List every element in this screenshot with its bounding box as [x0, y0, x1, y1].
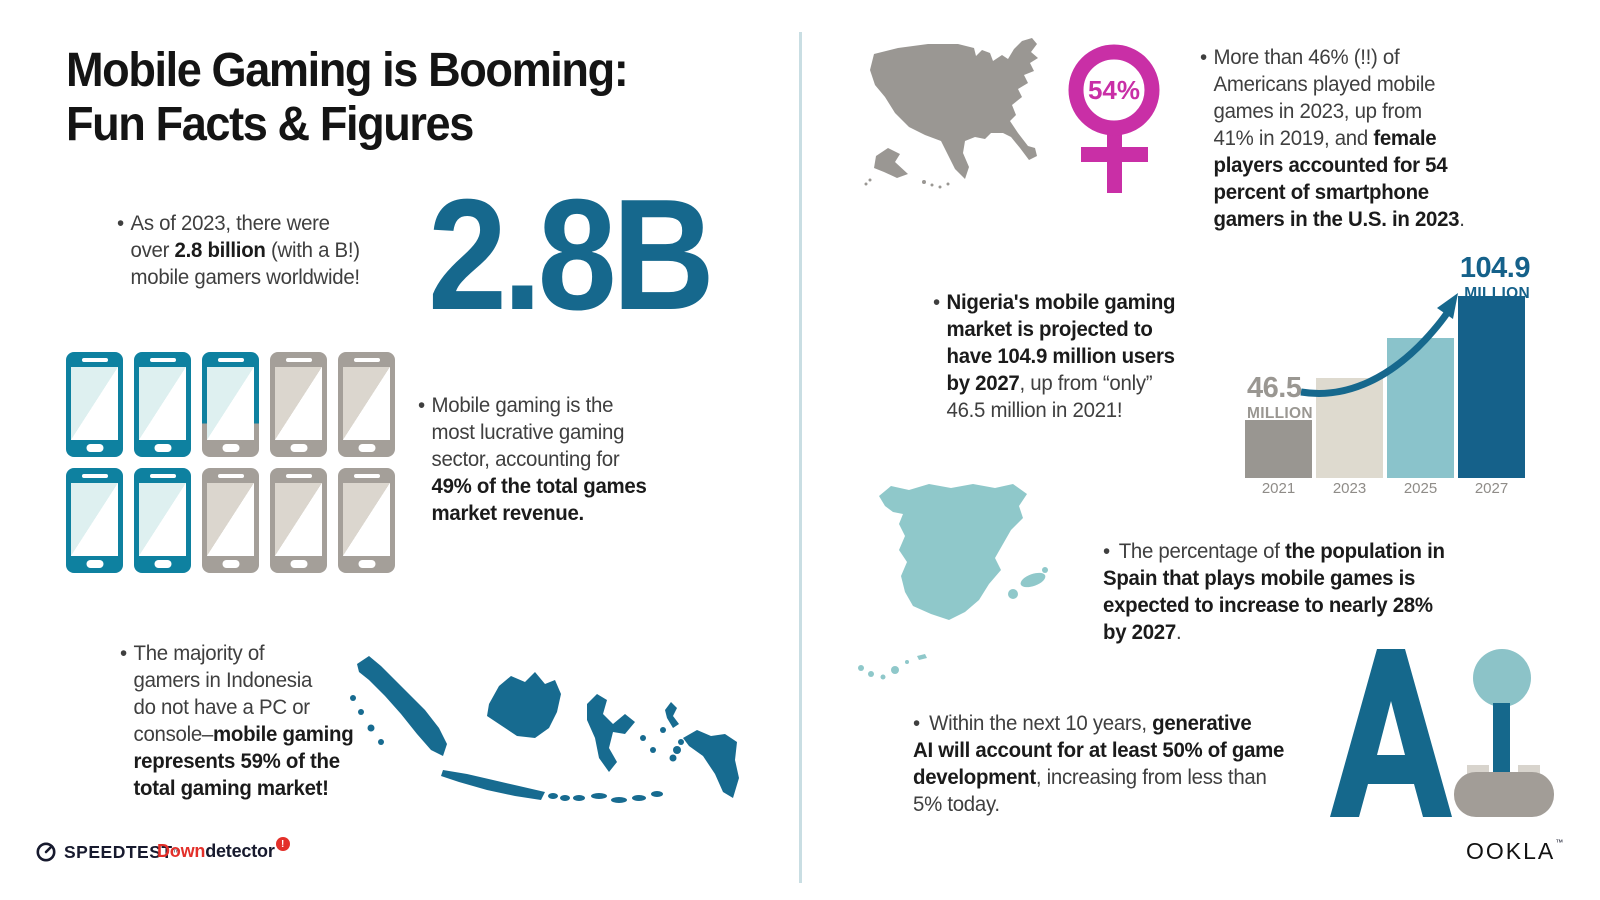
ai-joystick-graphic: [1330, 649, 1554, 817]
phone-icon: [202, 468, 259, 573]
downdetector-exclamation-badge: !: [275, 837, 290, 851]
year-tick: 2025: [1403, 480, 1438, 497]
speedtest-gauge-icon: [36, 842, 56, 862]
downdetector-word-down: Down: [157, 841, 206, 861]
chart-year-axis: 2021 2023 2025 2027: [1245, 480, 1530, 497]
bullet-icon: •: [1200, 45, 1207, 69]
phone-grid: [66, 352, 395, 573]
bar-2027: [1458, 296, 1525, 478]
nigeria-users-chart: 46.5 MILLION 104.9 MILLION 2021 2023 202…: [1245, 252, 1531, 498]
speedtest-logo: SPEEDTEST ™: [35, 841, 181, 863]
year-tick: 2021: [1261, 480, 1296, 497]
indonesia-map: [350, 656, 739, 803]
usa-map: [864, 38, 1038, 189]
fact-revenue: • Mobile gaming is the most lucrative ga…: [418, 392, 703, 527]
phone-icon: [270, 468, 327, 573]
phone-icon: [134, 468, 191, 573]
bullet-icon: •: [933, 290, 940, 314]
year-tick: 2027: [1474, 480, 1509, 497]
phone-icon: [66, 352, 123, 457]
phone-icon: [66, 468, 123, 573]
fact-ai: • Within the next 10 years, generative A…: [913, 711, 1285, 817]
female-gamers-badge: 54%: [1088, 75, 1140, 105]
bullet-icon: •: [418, 393, 425, 417]
phone-icon: [338, 468, 395, 573]
fact-spain: • The percentage of the population in Sp…: [1103, 539, 1445, 645]
growth-arrow-icon: [1300, 293, 1458, 397]
phone-icon: [270, 352, 327, 457]
trademark-symbol: ™: [172, 847, 181, 857]
year-tick: 2023: [1332, 480, 1367, 497]
page-title: Mobile Gaming is Booming: Fun Facts & Fi…: [66, 44, 629, 152]
joystick-ball-icon: [1473, 649, 1531, 707]
big-stat-2-8b: 2.8B: [428, 167, 715, 343]
spain-map: [858, 484, 1048, 680]
fact-nigeria: • Nigeria's mobile gaming market is proj…: [933, 289, 1218, 424]
column-divider: [799, 32, 802, 883]
fact-usa: • More than 46% (!!) of Americans played…: [1200, 44, 1504, 234]
bullet-icon: •: [1103, 539, 1110, 563]
fact-gamers: • As of 2023, there were over 2.8 billio…: [117, 210, 421, 291]
chart-label-104-9-million: 104.9 MILLION: [1459, 252, 1531, 302]
ookla-logo: OOKLA™: [1466, 838, 1566, 864]
chart-label-46-5-million: 46.5 MILLION: [1247, 372, 1313, 422]
female-symbol-icon: 54%: [1068, 44, 1160, 193]
bullet-icon: •: [913, 711, 920, 735]
trademark-symbol: ™: [1555, 838, 1566, 847]
phone-icon: [134, 352, 191, 457]
bullet-icon: •: [120, 641, 127, 665]
bar-2021: [1245, 420, 1312, 478]
speedtest-wordmark: SPEEDTEST: [64, 841, 173, 862]
fact-indonesia: • The majority of gamers in Indonesia do…: [120, 640, 405, 802]
downdetector-logo: Down detector !: [157, 837, 290, 862]
downdetector-word-detector: detector: [205, 841, 275, 861]
phone-icon: [202, 352, 259, 457]
phone-icon: [338, 352, 395, 457]
bullet-icon: •: [117, 211, 124, 235]
